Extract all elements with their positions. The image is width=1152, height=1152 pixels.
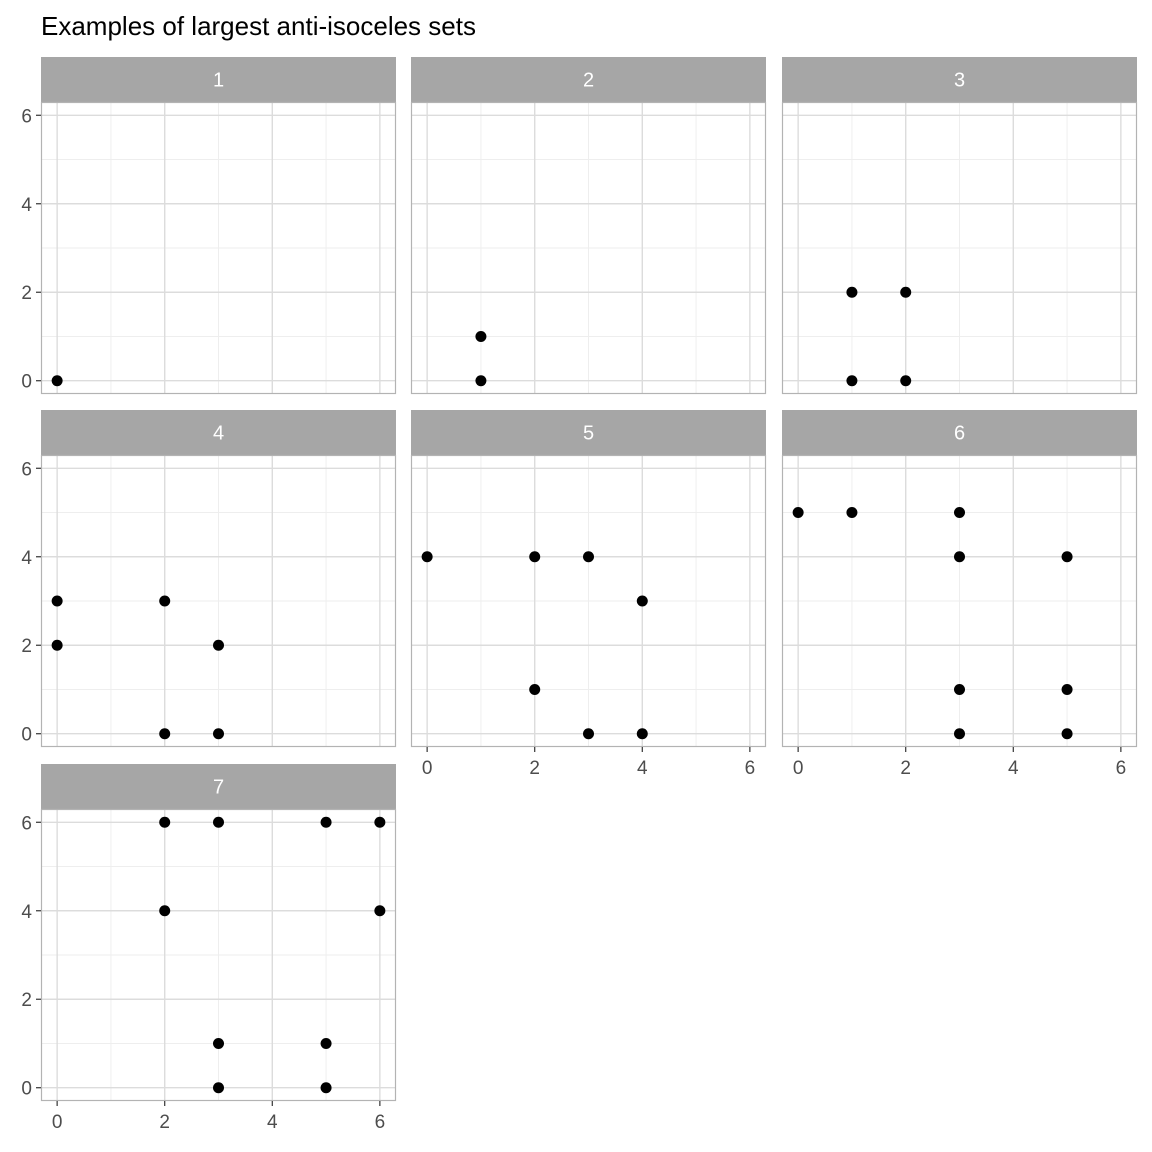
y-tick-label: 0 [21, 372, 32, 393]
data-point [475, 375, 487, 387]
facet-strip [41, 57, 396, 102]
data-point [213, 816, 224, 828]
data-point [421, 551, 433, 563]
x-tick-label: 6 [1116, 758, 1127, 779]
panel-border [40, 808, 397, 1102]
y-tick-label: 4 [21, 195, 32, 216]
y-tick-label: 4 [21, 548, 32, 569]
facet-panel-5: 5 0 2 4 6 [410, 410, 767, 779]
data-point [159, 816, 171, 828]
data-point [1061, 551, 1073, 563]
y-tick-label: 6 [21, 459, 32, 480]
x-tick-label: 0 [422, 758, 433, 779]
data-point [954, 728, 965, 740]
facet-panels: 1 0 2 4 6 2 3 4 0 2 4 6 5 0 2 4 6 6 0 2 4 6 7 0 2 4 6 0 2 4 6 [21, 57, 1138, 1133]
panel-border [40, 101, 397, 395]
data-point [1061, 728, 1073, 740]
x-tick-label: 4 [637, 758, 648, 779]
data-point [583, 728, 594, 740]
facet-strip-label: 5 [583, 423, 594, 445]
data-point [792, 507, 804, 519]
facet-strip [41, 764, 396, 809]
y-tick-label: 0 [21, 725, 32, 746]
panel-border [410, 454, 767, 748]
chart-title: Examples of largest anti-isoceles sets [41, 11, 476, 41]
panel-border [40, 454, 397, 748]
data-point [159, 595, 171, 607]
panel-border [781, 454, 1138, 748]
x-tick-label: 6 [375, 1112, 386, 1133]
data-point [51, 375, 63, 387]
panel-border [410, 101, 767, 395]
data-point [374, 905, 386, 917]
facet-strip [782, 57, 1137, 102]
data-point [159, 728, 171, 740]
facet-strip [411, 57, 766, 102]
facet-panel-7: 7 0 2 4 6 0 2 4 6 [21, 764, 397, 1133]
data-point [954, 551, 965, 563]
x-tick-label: 2 [529, 758, 540, 779]
facet-strip-label: 3 [954, 70, 965, 92]
x-tick-label: 0 [793, 758, 804, 779]
y-tick-label: 6 [21, 813, 32, 834]
data-point [213, 639, 224, 651]
data-point [846, 375, 858, 387]
x-tick-label: 2 [900, 758, 911, 779]
y-tick-label: 6 [21, 106, 32, 127]
data-point [320, 816, 332, 828]
y-tick-label: 2 [21, 990, 32, 1011]
data-point [529, 683, 541, 695]
facet-panel-6: 6 0 2 4 6 [781, 410, 1138, 779]
facet-strip [411, 410, 766, 455]
data-point [159, 905, 171, 917]
data-point [954, 507, 965, 519]
data-point [1061, 683, 1073, 695]
data-point [846, 507, 858, 519]
data-point [51, 639, 63, 651]
data-point [846, 286, 858, 298]
data-point [636, 595, 648, 607]
data-point [213, 728, 224, 740]
data-point [213, 1082, 224, 1094]
data-point [320, 1082, 332, 1094]
data-point [374, 816, 386, 828]
data-point [51, 595, 63, 607]
facet-panel-1: 1 0 2 4 6 [21, 57, 397, 395]
data-point [583, 551, 594, 563]
facet-strip-label: 4 [213, 423, 224, 445]
y-tick-label: 0 [21, 1079, 32, 1100]
data-point [900, 286, 912, 298]
x-tick-label: 0 [52, 1112, 63, 1133]
x-tick-label: 6 [745, 758, 756, 779]
y-tick-label: 2 [21, 636, 32, 657]
facet-strip-label: 1 [213, 70, 224, 92]
panel-border [781, 101, 1138, 395]
facet-panel-2: 2 [410, 57, 767, 395]
x-tick-label: 2 [159, 1112, 170, 1133]
facet-panel-3: 3 [781, 57, 1138, 395]
data-point [475, 330, 487, 342]
x-tick-label: 4 [267, 1112, 278, 1133]
facet-panel-4: 4 0 2 4 6 [21, 410, 397, 748]
y-tick-label: 4 [21, 902, 32, 923]
facet-strip [41, 410, 396, 455]
y-tick-label: 2 [21, 283, 32, 304]
data-point [529, 551, 541, 563]
x-tick-label: 4 [1008, 758, 1019, 779]
facet-strip-label: 7 [213, 777, 224, 799]
facet-strip-label: 2 [583, 70, 594, 92]
facet-strip-label: 6 [954, 423, 965, 445]
facet-strip [782, 410, 1137, 455]
data-point [320, 1037, 332, 1049]
data-point [900, 375, 912, 387]
data-point [954, 683, 965, 695]
data-point [636, 728, 648, 740]
data-point [213, 1037, 224, 1049]
